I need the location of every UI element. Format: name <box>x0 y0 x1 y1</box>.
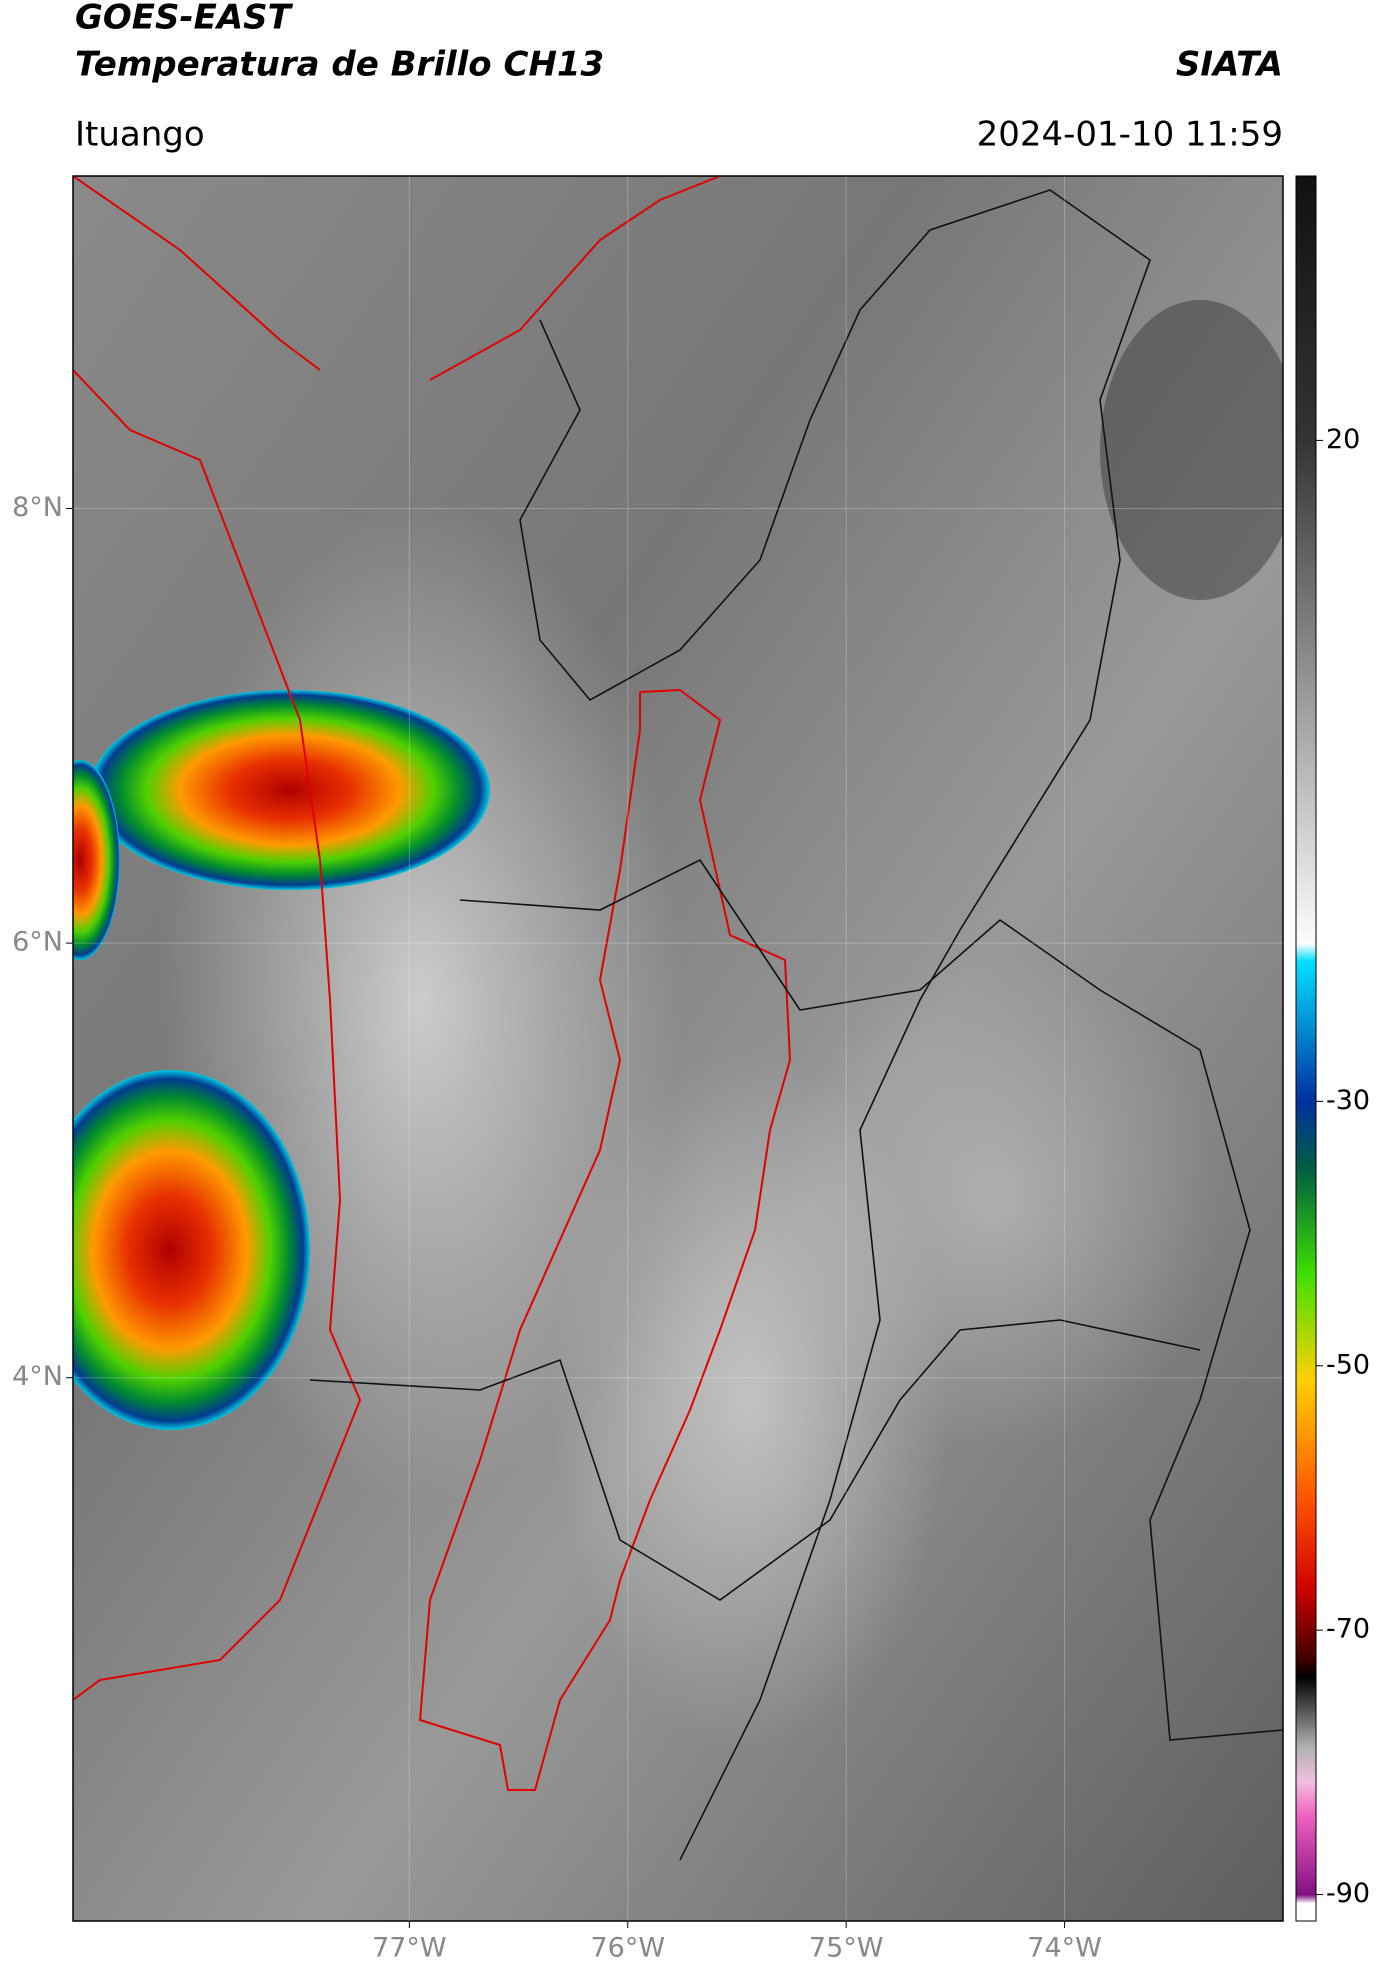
x-tick-label: 77°W <box>372 1933 447 1964</box>
brand: SIATA <box>1176 45 1283 85</box>
title: GOES-EAST <box>75 0 294 38</box>
colorbar-tick-label: 20 <box>1326 424 1360 455</box>
subtitle: Temperatura de Brillo CH13 <box>75 45 604 85</box>
x-tick-label: 76°W <box>590 1933 665 1964</box>
location: Ituango <box>75 115 205 155</box>
colorbar-tick-label: -70 <box>1326 1614 1370 1645</box>
satellite-image <box>73 176 1283 1921</box>
colorbar-tick-label: -90 <box>1326 1878 1370 1909</box>
colorbar-tick-label: -50 <box>1326 1349 1370 1380</box>
colorbar-tick-label: -30 <box>1326 1085 1370 1116</box>
y-tick-label: 8°N <box>12 492 63 523</box>
colorbar <box>1295 175 1317 1922</box>
x-tick-label: 74°W <box>1027 1933 1102 1964</box>
map-frame <box>72 175 1284 1922</box>
datetime: 2024-01-10 11:59 <box>977 115 1283 155</box>
y-tick-label: 4°N <box>12 1361 63 1392</box>
x-tick-label: 75°W <box>809 1933 884 1964</box>
y-tick-label: 6°N <box>12 927 63 958</box>
